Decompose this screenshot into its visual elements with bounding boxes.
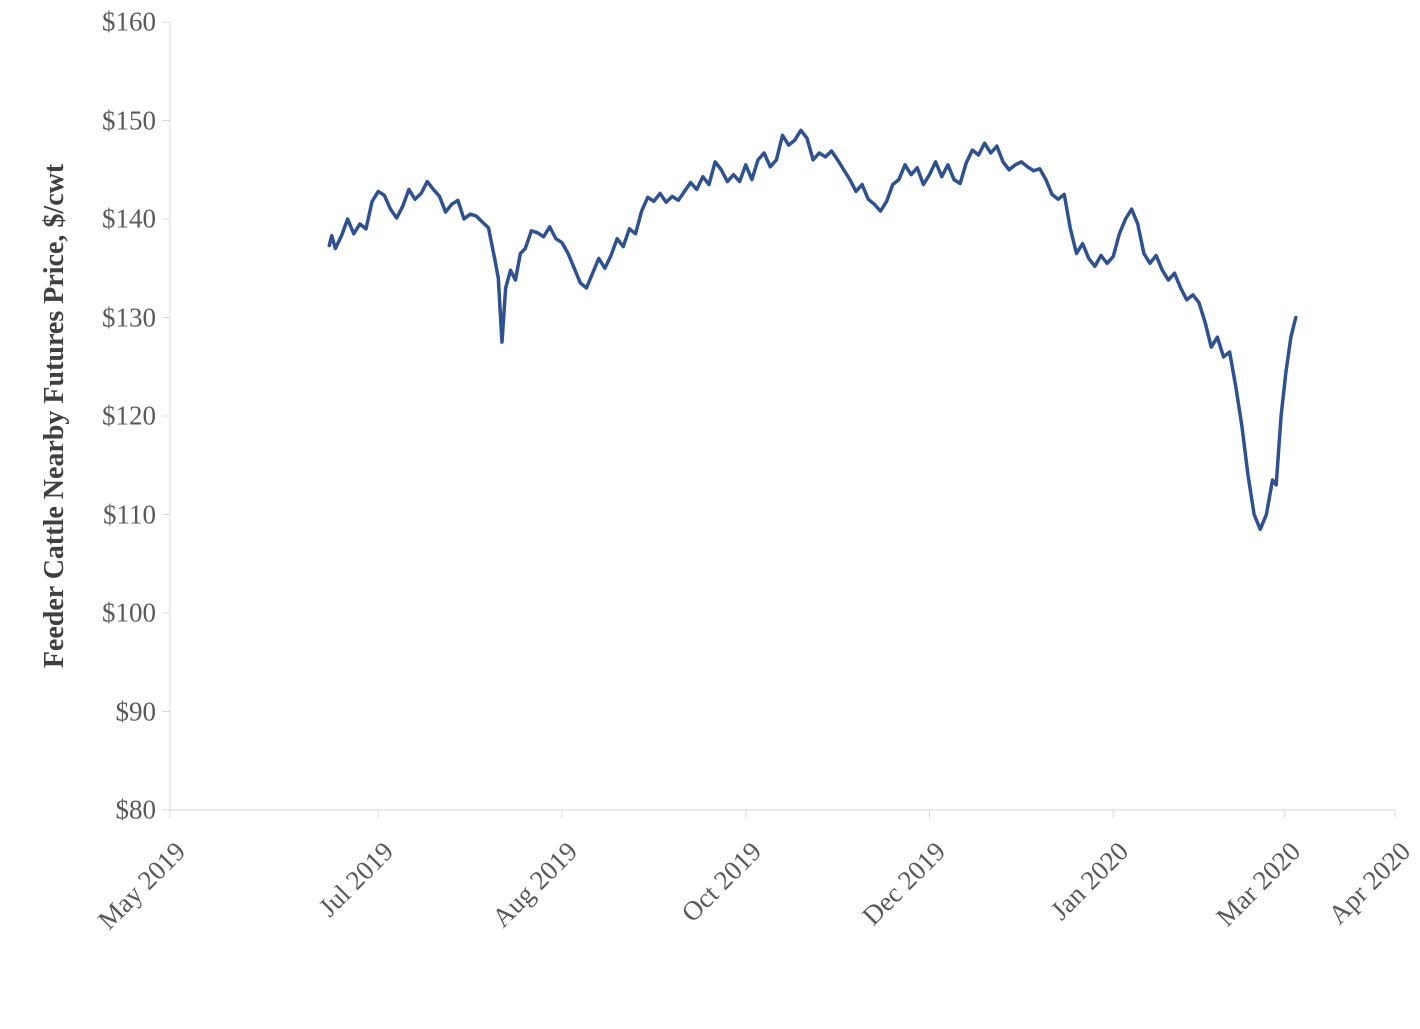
- chart-container: Feeder Cattle Nearby Futures Price, $/cw…: [0, 0, 1420, 1029]
- y-tick-label: $90: [116, 696, 157, 727]
- y-tick-label: $110: [103, 499, 156, 530]
- y-tick-label: $80: [116, 795, 157, 826]
- y-tick-label: $100: [102, 598, 156, 629]
- y-tick-label: $130: [102, 302, 156, 333]
- y-axis-label: Feeder Cattle Nearby Futures Price, $/cw…: [39, 136, 71, 696]
- y-tick-label: $160: [102, 7, 156, 38]
- price-line: [329, 130, 1296, 529]
- y-tick-label: $150: [102, 105, 156, 136]
- y-tick-label: $140: [102, 204, 156, 235]
- y-tick-label: $120: [102, 401, 156, 432]
